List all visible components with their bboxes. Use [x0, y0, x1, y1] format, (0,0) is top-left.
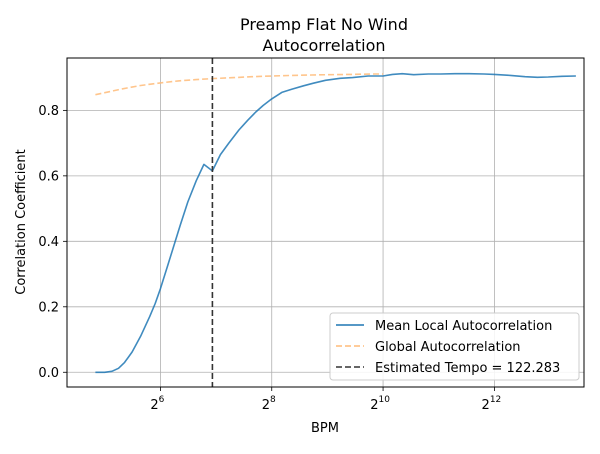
chart-title: Preamp Flat No Wind	[240, 15, 408, 34]
legend-label-local: Mean Local Autocorrelation	[375, 319, 552, 334]
y-axis-label: Correlation Coefficient	[14, 149, 29, 295]
x-tick-label: 212	[482, 395, 502, 413]
y-tick-label: 0.6	[38, 169, 59, 184]
legend-label-tempo: Estimated Tempo = 122.283	[375, 361, 560, 376]
x-ticks: 26 28 210 212	[150, 387, 501, 413]
x-tick-base: 2	[370, 398, 378, 413]
x-tick-base: 2	[482, 398, 490, 413]
y-tick-label: 0.0	[38, 366, 59, 381]
chart-subtitle: Autocorrelation	[263, 36, 386, 55]
x-tick-exponent: 6	[159, 395, 165, 405]
x-tick-label: 210	[370, 395, 390, 413]
global-autocorrelation-line	[95, 73, 384, 96]
x-tick-base: 2	[150, 398, 158, 413]
mean-local-autocorrelation-line	[95, 72, 576, 374]
x-tick-label: 28	[262, 395, 276, 413]
y-ticks: 0.0 0.2 0.4 0.6 0.8	[38, 104, 67, 381]
y-tick-label: 0.8	[38, 104, 59, 119]
x-axis-label: BPM	[311, 421, 339, 436]
series-layer	[95, 72, 576, 374]
x-tick-base: 2	[262, 398, 270, 413]
x-tick-exponent: 12	[490, 395, 501, 405]
y-tick-label: 0.2	[38, 300, 59, 315]
legend-box	[329, 312, 580, 381]
legend-label-global: Global Autocorrelation	[375, 340, 521, 355]
legend: Mean Local Autocorrelation Global Autoco…	[329, 312, 580, 381]
x-tick-exponent: 10	[378, 395, 390, 405]
y-tick-label: 0.4	[38, 235, 59, 250]
plot-frame	[66, 57, 585, 388]
x-tick-exponent: 8	[270, 395, 276, 405]
x-tick-label: 26	[150, 395, 164, 413]
